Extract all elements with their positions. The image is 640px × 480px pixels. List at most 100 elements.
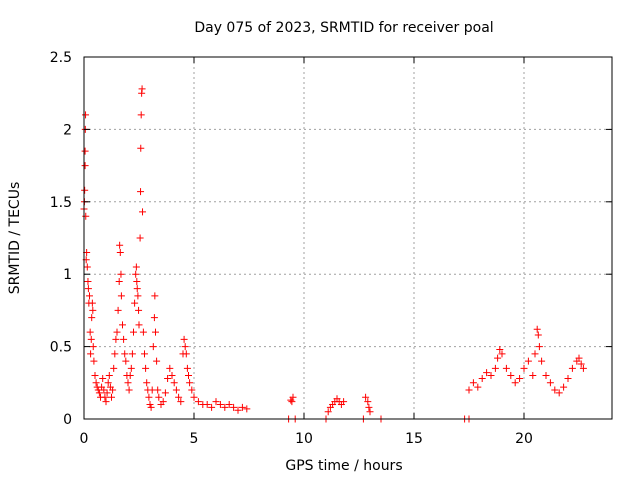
x-tick-label: 20 [515, 431, 533, 447]
data-point [520, 364, 528, 372]
data-point [115, 277, 123, 285]
data-point [154, 386, 162, 394]
data-point [84, 277, 92, 285]
data-point [288, 398, 296, 406]
data-point [133, 277, 141, 285]
data-point [103, 389, 111, 397]
data-point [159, 398, 167, 406]
data-point [546, 379, 554, 387]
data-point [139, 328, 147, 336]
data-point [168, 372, 176, 380]
data-point [135, 306, 143, 314]
data-point [529, 372, 537, 380]
data-point [114, 306, 122, 314]
data-point [511, 379, 519, 387]
data-point [82, 212, 90, 220]
data-point [551, 386, 559, 394]
data-point [161, 389, 169, 397]
data-point [524, 357, 532, 365]
data-point [81, 186, 89, 194]
data-point [186, 379, 194, 387]
y-tick-label: 2 [63, 122, 72, 138]
chart-title: Day 075 of 2023, SRMTID for receiver poa… [194, 20, 493, 36]
data-point [128, 350, 136, 358]
data-point [117, 292, 125, 300]
data-point [108, 393, 115, 401]
data-point [538, 357, 546, 365]
data-point [151, 292, 159, 300]
data-point [142, 364, 150, 372]
data-point [116, 248, 124, 256]
data-point [535, 343, 543, 351]
data-point [234, 406, 242, 414]
data-point [483, 369, 491, 377]
data-point [125, 386, 133, 394]
data-point [101, 393, 109, 401]
data-point [102, 398, 110, 406]
data-point [469, 379, 477, 387]
data-point [138, 85, 146, 93]
data-point [143, 379, 151, 387]
x-axis-title: GPS time / hours [285, 458, 402, 474]
data-point [478, 374, 486, 382]
data-point [99, 374, 107, 382]
data-point [132, 270, 140, 278]
x-tick-label: 15 [405, 431, 423, 447]
data-point [516, 374, 524, 382]
x-tick-label: 0 [80, 431, 89, 447]
y-tick-label: 1 [63, 267, 72, 283]
data-point [166, 364, 174, 372]
data-point [81, 147, 89, 155]
data-point [212, 398, 220, 406]
data-point [150, 314, 158, 322]
data-point [507, 372, 515, 380]
data-point [498, 350, 506, 358]
data-point [203, 401, 211, 409]
data-point [92, 379, 100, 387]
data-point [575, 354, 583, 362]
data-point [243, 405, 251, 413]
data-point [95, 389, 103, 397]
data-point [221, 403, 229, 411]
data-point [83, 263, 91, 271]
data-point [164, 374, 172, 382]
data-point [146, 401, 154, 409]
y-tick-label: 1.5 [50, 195, 72, 211]
data-point [89, 343, 97, 351]
data-point [137, 188, 145, 196]
data-point [216, 401, 224, 409]
data-point [153, 357, 161, 365]
data-point [139, 208, 147, 216]
data-point [560, 383, 568, 391]
data-point [147, 403, 155, 411]
y-tick-label: 2.5 [50, 50, 72, 66]
data-point [180, 335, 188, 343]
data-point [137, 111, 145, 119]
data-point [534, 331, 542, 339]
data-point [172, 386, 180, 394]
data-point [185, 372, 192, 380]
data-point [145, 393, 153, 401]
data-point [542, 372, 550, 380]
data-point [579, 364, 587, 372]
data-point [533, 325, 541, 333]
data-point [137, 144, 145, 152]
data-point [100, 386, 108, 394]
data-point [194, 398, 202, 406]
data-point [465, 386, 473, 394]
data-point [181, 343, 189, 351]
data-point [133, 285, 141, 293]
data-point [487, 372, 495, 380]
data-point [149, 343, 157, 351]
data-point [136, 234, 144, 242]
data-point [366, 408, 374, 416]
data-point [135, 321, 143, 329]
data-point [177, 398, 185, 406]
data-point [111, 350, 119, 358]
x-tick-label: 10 [295, 431, 313, 447]
grid-lines [84, 57, 612, 419]
data-point [120, 335, 128, 343]
data-point [568, 364, 576, 372]
data-point [190, 393, 198, 401]
